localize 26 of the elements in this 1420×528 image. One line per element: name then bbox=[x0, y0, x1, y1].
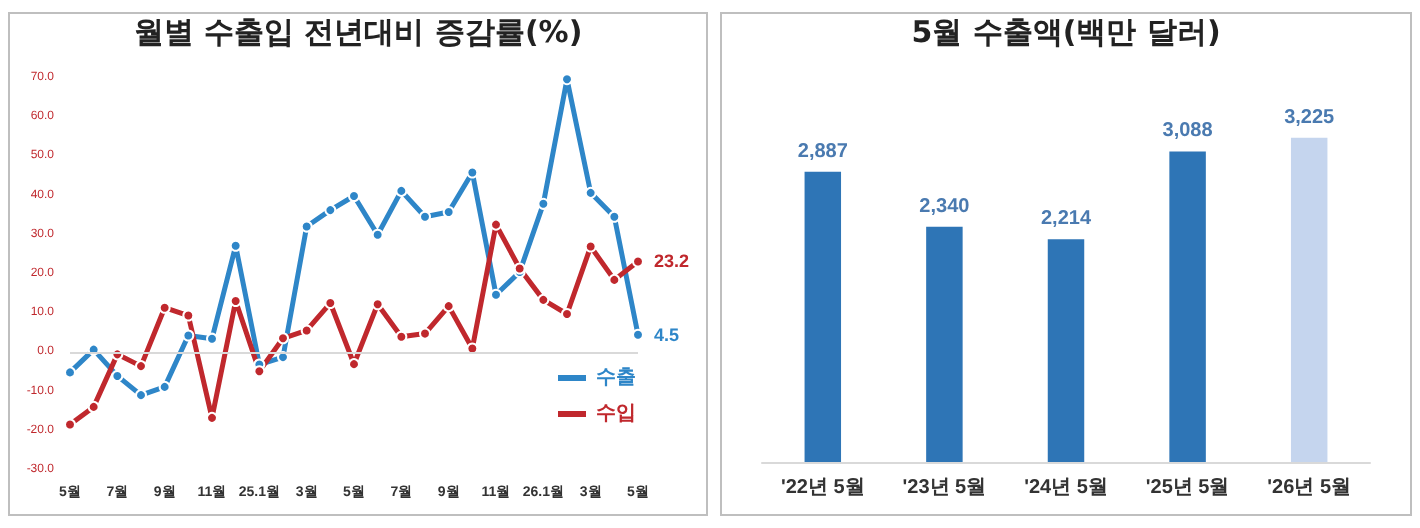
legend-label: 수입 bbox=[596, 403, 636, 425]
point bbox=[324, 204, 337, 217]
x-tick-label: '23년 5월 bbox=[902, 477, 987, 499]
bar bbox=[1169, 151, 1206, 462]
x-tick-label: '24년 5월 bbox=[1024, 477, 1108, 499]
point bbox=[182, 329, 195, 342]
data-label: 2,214 bbox=[1040, 208, 1092, 231]
bar bbox=[804, 171, 842, 462]
x-tick-label: '22년 5월 bbox=[780, 477, 865, 499]
point bbox=[111, 369, 124, 382]
x-tick-label: '26년 5월 bbox=[1267, 477, 1352, 499]
data-label: 23.2 bbox=[654, 251, 690, 272]
bar bbox=[1047, 239, 1085, 462]
chart-title: 5월 수출액(백만 달러) bbox=[909, 14, 1223, 52]
data-label: 3,225 bbox=[1284, 106, 1336, 129]
chart-title: 월별 수출입 전년대비 증감률(%) bbox=[131, 14, 585, 52]
point bbox=[277, 332, 289, 345]
legend-label: 수출 bbox=[596, 367, 636, 389]
x-tick-label: '25년 5월 bbox=[1145, 477, 1230, 499]
point bbox=[537, 293, 550, 306]
bar bbox=[1290, 137, 1328, 462]
bar bbox=[926, 226, 963, 462]
data-label: 2,340 bbox=[919, 195, 971, 218]
data-label: 2,887 bbox=[797, 140, 849, 163]
data-label: 4.5 bbox=[654, 324, 680, 345]
data-label: 3,088 bbox=[1162, 120, 1214, 143]
